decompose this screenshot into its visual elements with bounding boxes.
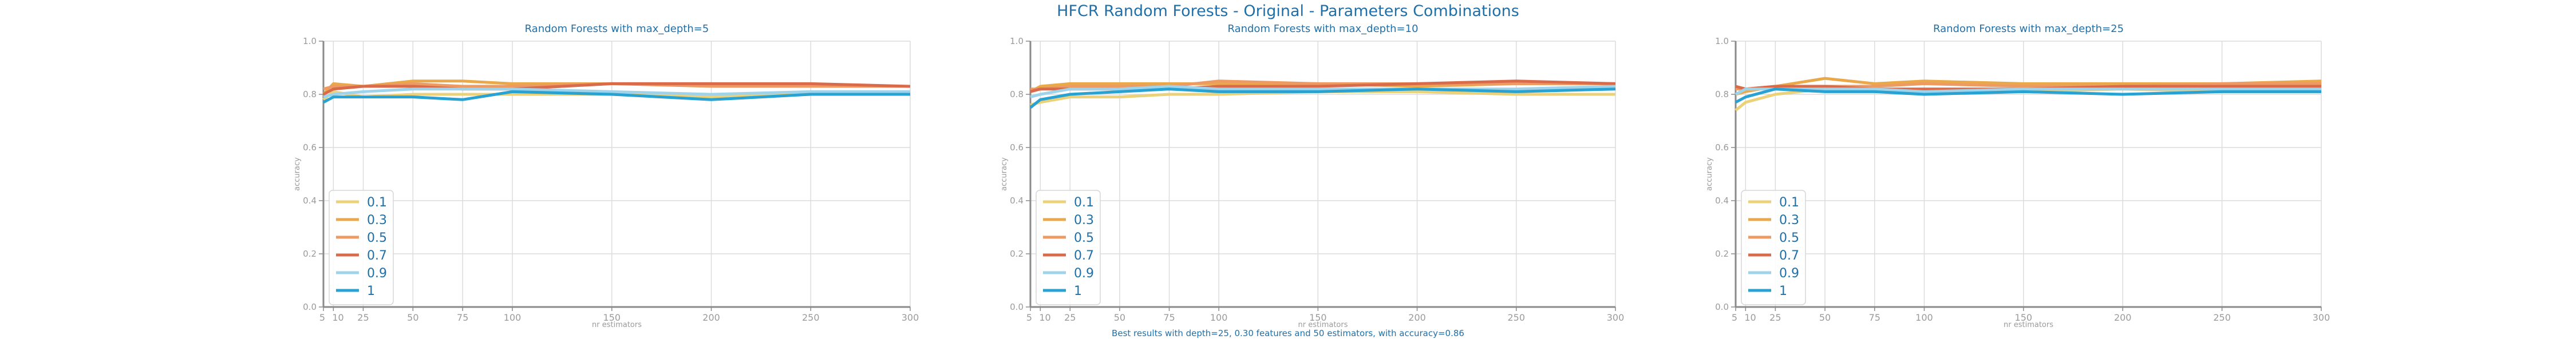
x-tick-label: 25 [357, 312, 369, 323]
x-tick-label: 50 [1114, 312, 1125, 323]
y-tick-label: 0.4 [303, 196, 317, 206]
legend-label: 1 [367, 284, 375, 298]
legend-label: 0.7 [367, 249, 387, 263]
subplot-title: Random Forests with max_depth=10 [1227, 23, 1418, 35]
subplot-title: Random Forests with max_depth=25 [1933, 23, 2124, 35]
y-tick-label: 0.8 [303, 89, 317, 99]
y-tick-label: 1.0 [1010, 36, 1024, 46]
legend-label: 0.1 [367, 196, 387, 210]
y-tick-label: 1.0 [1715, 36, 1729, 46]
x-axis-label: nr estimators [1298, 321, 1348, 329]
x-tick-label: 200 [2114, 312, 2132, 323]
x-tick-label: 75 [457, 312, 468, 323]
x-tick-label: 75 [1869, 312, 1880, 323]
y-tick-label: 0.2 [1010, 249, 1024, 259]
x-tick-label: 300 [2313, 312, 2330, 323]
legend-label: 0.7 [1779, 249, 1799, 263]
x-tick-label: 150 [603, 312, 621, 323]
x-tick-label: 25 [1064, 312, 1076, 323]
figure-title: HFCR Random Forests - Original - Paramet… [1057, 2, 1519, 20]
legend-label: 0.5 [367, 231, 387, 245]
y-tick-label: 0.8 [1715, 89, 1729, 99]
x-tick-label: 150 [1309, 312, 1327, 323]
y-tick-label: 0.2 [1715, 249, 1729, 259]
legend-label: 1 [1779, 284, 1787, 298]
legend-label: 0.9 [1779, 266, 1799, 281]
x-tick-label: 250 [802, 312, 820, 323]
legend-label: 0.3 [1779, 213, 1799, 228]
x-tick-label: 10 [1744, 312, 1756, 323]
x-tick-label: 50 [407, 312, 418, 323]
x-tick-label: 100 [504, 312, 521, 323]
legend-label: 0.9 [1074, 266, 1094, 281]
x-tick-label: 200 [702, 312, 720, 323]
legend-label: 0.7 [1074, 249, 1094, 263]
x-tick-label: 300 [902, 312, 919, 323]
legend-label: 0.5 [1074, 231, 1094, 245]
x-tick-label: 300 [1607, 312, 1625, 323]
y-tick-label: 0.6 [303, 142, 317, 153]
y-tick-label: 0.4 [1715, 196, 1729, 206]
legend-label: 0.1 [1779, 196, 1799, 210]
y-axis-label: accuracy [1000, 157, 1009, 191]
y-axis-label: accuracy [1705, 157, 1714, 191]
x-tick-label: 5 [1732, 312, 1737, 323]
x-tick-label: 200 [1408, 312, 1426, 323]
series-line-1 [1029, 87, 1616, 109]
series-line-0-9 [1735, 87, 2321, 96]
x-tick-label: 75 [1163, 312, 1175, 323]
series-line-1 [322, 90, 910, 104]
x-tick-label: 5 [319, 312, 325, 323]
subplot-title: Random Forests with max_depth=5 [525, 23, 709, 35]
legend-label: 1 [1074, 284, 1082, 298]
series-line-1 [1735, 87, 2321, 104]
series-line-0-9 [323, 87, 910, 99]
legend-label: 0.3 [367, 213, 387, 228]
x-tick-label: 10 [1039, 312, 1050, 323]
legend-label: 0.1 [1074, 196, 1094, 210]
y-tick-label: 0.4 [1010, 196, 1024, 206]
x-axis-label: nr estimators [592, 321, 642, 329]
x-tick-label: 50 [1819, 312, 1831, 323]
x-tick-label: 250 [2213, 312, 2231, 323]
x-tick-label: 250 [1508, 312, 1526, 323]
x-axis-label: nr estimators [2004, 321, 2053, 329]
x-tick-label: 25 [1769, 312, 1781, 323]
y-tick-label: 0.8 [1010, 89, 1024, 99]
best-result-note: Best results with depth=25, 0.30 feature… [1112, 328, 1464, 338]
legend-label: 0.5 [1779, 231, 1799, 245]
x-tick-label: 10 [332, 312, 343, 323]
y-axis-label: accuracy [293, 157, 302, 191]
series-line-0-1 [1030, 90, 1615, 107]
x-tick-label: 150 [2015, 312, 2033, 323]
y-tick-label: 0.6 [1010, 142, 1024, 153]
y-tick-label: 0.6 [1715, 142, 1729, 153]
x-tick-label: 5 [1026, 312, 1032, 323]
y-tick-label: 0.0 [1010, 302, 1024, 312]
legend-label: 0.9 [367, 266, 387, 281]
y-tick-label: 0.0 [303, 302, 317, 312]
legend-label: 0.3 [1074, 213, 1094, 228]
x-tick-label: 100 [1210, 312, 1228, 323]
x-tick-label: 100 [1915, 312, 1933, 323]
y-tick-label: 1.0 [303, 36, 317, 46]
y-tick-label: 0.2 [303, 249, 317, 259]
y-tick-label: 0.0 [1715, 302, 1729, 312]
